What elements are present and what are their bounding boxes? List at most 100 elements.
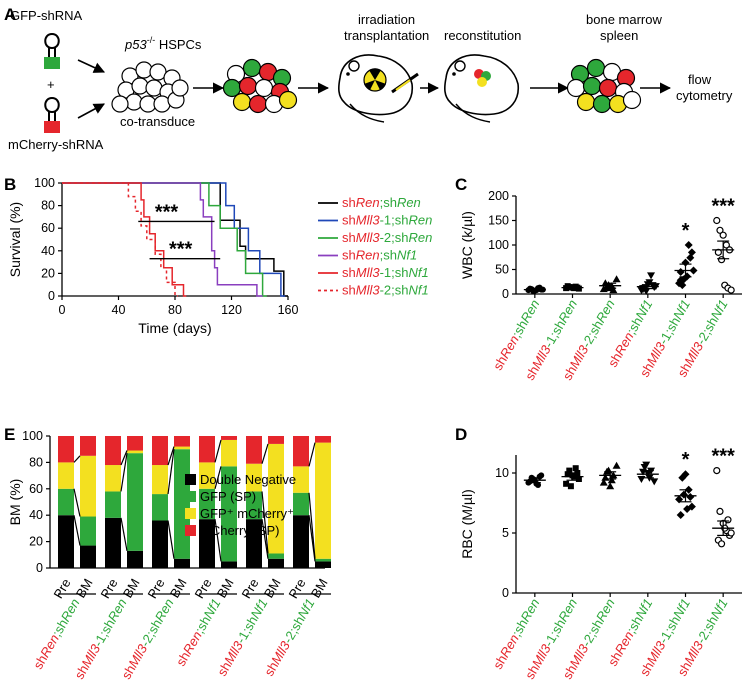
data-point (606, 482, 615, 490)
label-part: sh (342, 195, 356, 210)
data-point (612, 275, 621, 283)
label-part: sh (118, 662, 138, 681)
connector-line (167, 446, 175, 466)
data-point (676, 511, 685, 519)
mcherry-shrna-construct-icon (44, 96, 60, 133)
bar-segment (80, 516, 96, 546)
bar-segment (221, 466, 237, 562)
cell (248, 94, 268, 114)
y-tick-label: 60 (41, 221, 55, 235)
bar-segment (152, 494, 168, 521)
label-part: sh (342, 248, 356, 263)
significance-stars: * (682, 220, 690, 242)
legend-entry: shMll3-1;shRen (342, 213, 432, 228)
data-point (564, 283, 571, 290)
y-tick-label: 60 (29, 482, 43, 496)
panel-d-label: D (455, 425, 467, 444)
label-part: Ren (356, 195, 380, 210)
cell (242, 58, 262, 78)
bar-segment (293, 515, 309, 568)
bar-segment (174, 446, 190, 450)
cell (232, 92, 252, 112)
gfp-shrna-label: GFP-shRNA (10, 8, 83, 23)
bar-segment (105, 517, 121, 568)
cell (135, 61, 153, 79)
x-tick-label: 120 (221, 303, 242, 317)
y-tick-label: 150 (488, 214, 509, 228)
label-part: Ren (356, 248, 380, 263)
legend-swatch (185, 508, 196, 519)
irradiated-mouse-icon (338, 54, 419, 123)
data-point (575, 476, 582, 482)
survival-curve (62, 182, 267, 297)
bar-segment (268, 436, 284, 444)
bar-segment (152, 465, 168, 495)
bar-segment (127, 453, 143, 551)
data-point (713, 467, 721, 475)
y-tick-label: 40 (41, 244, 55, 258)
connector-line (73, 455, 81, 463)
significance-stars: *** (169, 239, 193, 261)
bar-segment (246, 463, 262, 492)
legend-entry: shRen;shRen (342, 195, 421, 210)
bar-segment (174, 436, 190, 447)
significance-stars: * (682, 449, 690, 471)
survival-curve (62, 182, 178, 297)
cell (598, 78, 618, 98)
label-part: Ren (555, 596, 580, 624)
y-axis-label: BM (%) (7, 479, 23, 526)
bone-marrow-label: bone marrow (586, 12, 662, 27)
survival-curve (62, 182, 263, 297)
data-point (536, 473, 543, 480)
bar-segment (315, 442, 331, 559)
data-point (717, 540, 726, 548)
x-axis-label: Time (days) (138, 320, 211, 336)
survival-curve (62, 182, 286, 297)
p53-gene: p53 (124, 37, 147, 52)
data-point (684, 241, 693, 249)
y-tick-label: 0 (48, 289, 55, 303)
legend-entry: shMll3-1;shNf1 (342, 265, 429, 280)
bar-segment (174, 449, 190, 559)
bar-label: BM (73, 576, 96, 600)
bar-segment (105, 436, 121, 466)
label-part: Ren (408, 230, 432, 245)
transplantation-label: transplantation (344, 28, 429, 43)
label-part: Ren (593, 596, 618, 624)
data-point (637, 476, 646, 483)
data-point (607, 476, 616, 484)
label-part: -1;sh (380, 265, 409, 280)
bar-segment (58, 515, 74, 568)
x-tick-label: 80 (168, 303, 182, 317)
mcherry-shrna-label: mCherry-shRNA (8, 137, 104, 152)
label-part: sh (560, 662, 580, 681)
y-tick-label: 40 (29, 508, 43, 522)
panel-b-label: B (4, 175, 16, 194)
group-label: shMll3-2;shRen (118, 596, 176, 682)
label-part: sh (342, 265, 356, 280)
data-point (647, 272, 656, 280)
label-part: sh (674, 360, 694, 379)
panel-c-label: C (455, 175, 467, 194)
group-label: shRen;shNf1 (173, 596, 224, 669)
significance-stars: *** (155, 201, 179, 223)
cell (171, 79, 189, 97)
bar-segment (268, 558, 284, 568)
bar-segment (246, 491, 262, 520)
label-part: sh (637, 659, 657, 678)
label-part: sh (261, 659, 281, 678)
data-point (566, 467, 573, 474)
y-tick-label: 100 (22, 429, 43, 443)
p53-superscript: -/- (147, 35, 156, 45)
connector-line (308, 492, 316, 559)
legend-entry: shRen;shNf1 (342, 248, 417, 263)
legend-label: GFP⁺ mCherry⁺ (200, 506, 294, 521)
bar-segment (105, 491, 121, 518)
bar-segment (127, 450, 143, 454)
bar-segment (80, 455, 96, 517)
cotransduce-label: co-transduce (120, 114, 195, 129)
data-point (609, 286, 618, 294)
bar-segment (58, 488, 74, 516)
